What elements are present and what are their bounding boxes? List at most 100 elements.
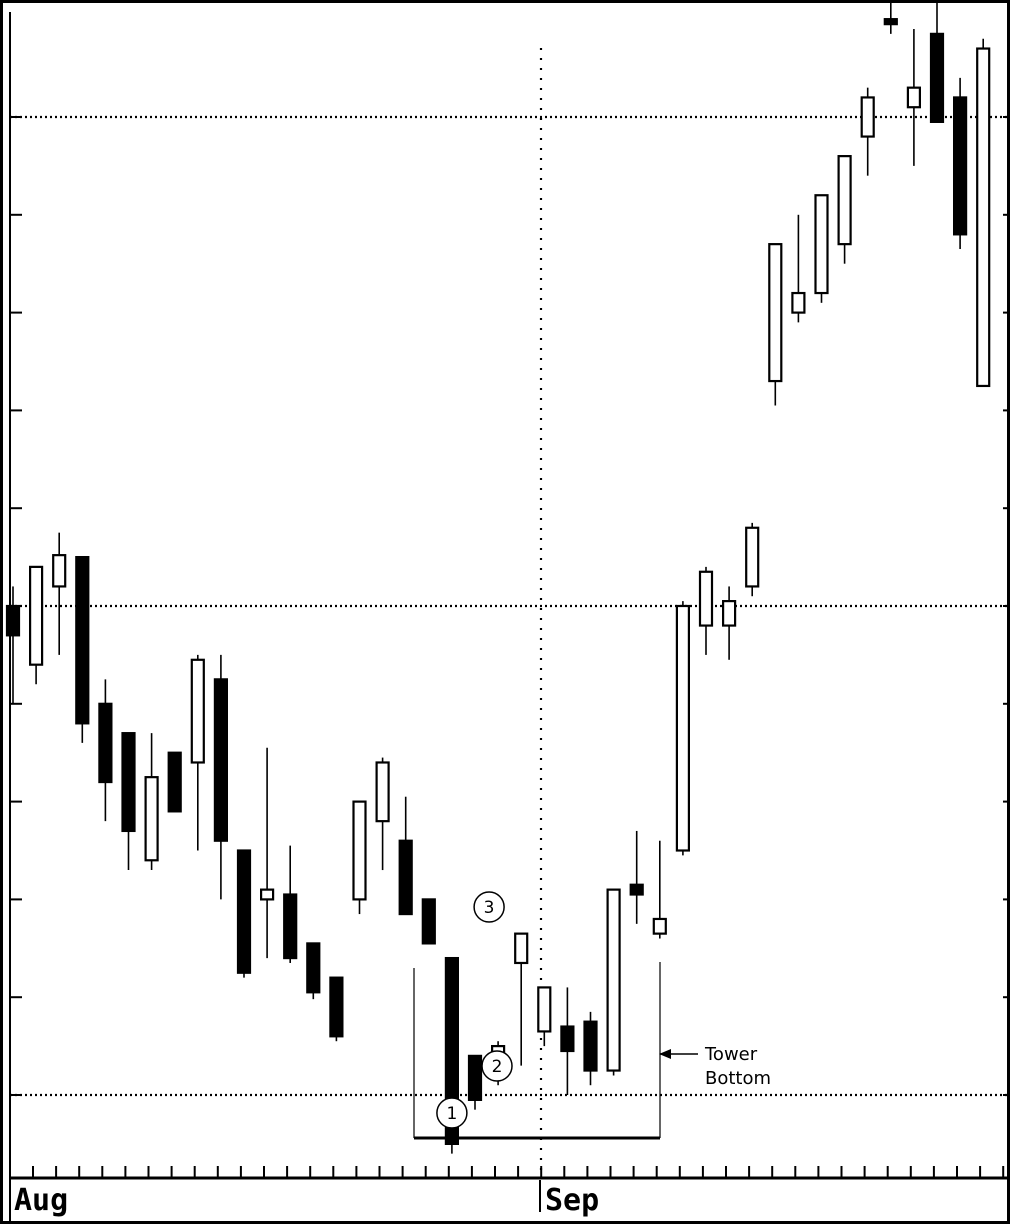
candle-body bbox=[976, 47, 991, 388]
candle-black bbox=[929, 0, 945, 123]
candle-body bbox=[444, 956, 459, 1146]
candle-marker-1: 1 bbox=[436, 1097, 468, 1129]
candle-black bbox=[98, 679, 113, 822]
candle-black bbox=[329, 976, 344, 1042]
candle-white bbox=[860, 87, 875, 176]
candle-body bbox=[606, 888, 621, 1072]
candle-white bbox=[537, 986, 552, 1047]
candle-white bbox=[768, 243, 783, 406]
candle-black bbox=[121, 732, 136, 871]
candle-body bbox=[283, 893, 298, 960]
candle-body bbox=[190, 658, 205, 764]
month-label-sep: Sep bbox=[545, 1183, 599, 1218]
candle-body bbox=[213, 678, 228, 842]
candle-white bbox=[791, 214, 806, 323]
candles bbox=[5, 0, 991, 1154]
candle-body bbox=[75, 555, 90, 725]
candle-body bbox=[791, 291, 806, 314]
marker-circle bbox=[473, 891, 505, 923]
candle-white bbox=[375, 757, 390, 871]
marker-circle bbox=[436, 1097, 468, 1129]
candle-body bbox=[5, 604, 21, 637]
candle-black bbox=[5, 586, 21, 704]
candle-black bbox=[560, 987, 575, 1095]
candle-body bbox=[952, 96, 968, 236]
candle-white bbox=[352, 800, 367, 915]
candle-white bbox=[698, 566, 714, 655]
candle-body bbox=[467, 1054, 483, 1101]
candle-body bbox=[814, 194, 829, 295]
candle-body bbox=[883, 18, 898, 26]
candle-body bbox=[236, 849, 252, 974]
candle-body bbox=[629, 883, 644, 896]
annotation-text-line1: Tower bbox=[704, 1044, 758, 1065]
candle-body bbox=[375, 761, 390, 823]
candle-body bbox=[29, 565, 44, 666]
candle-body bbox=[352, 800, 367, 901]
candle-white bbox=[29, 565, 44, 685]
candle-body bbox=[52, 554, 67, 588]
candle-body bbox=[745, 526, 760, 588]
candle-body bbox=[675, 604, 691, 852]
candle-body bbox=[329, 976, 344, 1038]
candle-body bbox=[514, 932, 529, 965]
candle-black bbox=[167, 751, 182, 813]
marker-label: 3 bbox=[484, 898, 495, 918]
candle-black bbox=[583, 1011, 598, 1086]
candle-marker-2: 2 bbox=[481, 1050, 513, 1082]
candle-black bbox=[883, 0, 898, 34]
candle-body bbox=[721, 600, 737, 627]
candle-black bbox=[236, 849, 252, 978]
candle-black bbox=[952, 77, 968, 250]
candle-white bbox=[675, 601, 691, 856]
candle-body bbox=[837, 155, 852, 246]
candle-body bbox=[260, 888, 275, 901]
candle-body bbox=[167, 751, 182, 813]
marker-circle bbox=[481, 1050, 513, 1082]
candle-black bbox=[444, 956, 459, 1154]
candle-body bbox=[421, 898, 436, 945]
candle-body bbox=[768, 243, 783, 383]
marker-label: 2 bbox=[492, 1057, 503, 1077]
candle-white bbox=[606, 888, 621, 1076]
candle-body bbox=[860, 96, 875, 138]
candle-white bbox=[52, 532, 67, 655]
candle-white bbox=[721, 586, 737, 660]
candle-white bbox=[514, 932, 529, 1066]
candle-white bbox=[837, 155, 852, 264]
candle-markers: 1 2 3 bbox=[436, 891, 513, 1129]
annotation-text-line2: Bottom bbox=[705, 1068, 771, 1089]
candle-body bbox=[929, 32, 945, 123]
candle-black bbox=[213, 654, 228, 900]
axis-ticks bbox=[10, 116, 1010, 1178]
candle-white bbox=[745, 522, 760, 597]
candle-black bbox=[306, 942, 321, 1000]
month-label-aug: Aug bbox=[14, 1183, 68, 1218]
candle-white bbox=[144, 733, 159, 871]
reference-lines bbox=[10, 48, 1010, 1175]
candle-body bbox=[537, 986, 552, 1033]
candle-body bbox=[98, 702, 113, 784]
candle-marker-3: 3 bbox=[473, 891, 505, 923]
candle-black bbox=[421, 898, 436, 945]
candle-black bbox=[629, 830, 644, 924]
candle-white bbox=[652, 840, 667, 939]
marker-label: 1 bbox=[446, 1104, 457, 1124]
candle-body bbox=[398, 839, 413, 916]
annotation-arrowhead bbox=[659, 1049, 671, 1059]
candle-black bbox=[467, 1054, 483, 1110]
candle-white bbox=[906, 28, 922, 166]
candle-body bbox=[906, 86, 922, 109]
candle-body bbox=[583, 1020, 598, 1072]
candle-body bbox=[698, 570, 714, 627]
candle-white bbox=[976, 38, 991, 388]
candle-body bbox=[121, 732, 136, 833]
candle-black bbox=[398, 796, 413, 916]
candle-body bbox=[560, 1025, 575, 1053]
candle-white bbox=[814, 194, 829, 303]
candle-white bbox=[190, 654, 205, 851]
candle-black bbox=[283, 845, 298, 963]
